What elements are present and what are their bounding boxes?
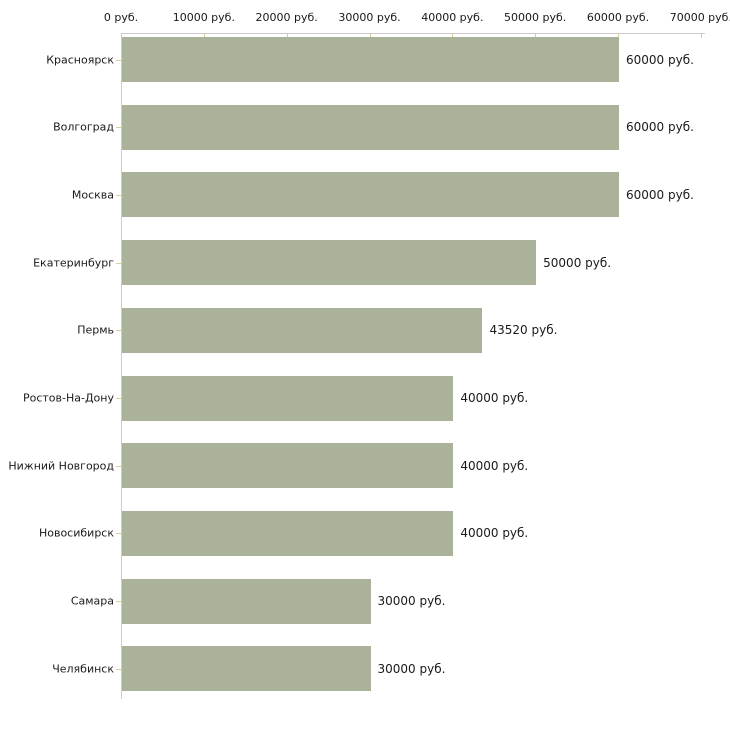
x-axis-tick xyxy=(203,33,205,38)
x-axis-tick xyxy=(369,33,371,38)
y-axis-tick xyxy=(116,194,121,196)
y-axis-tick xyxy=(116,601,121,603)
category-label: Челябинск xyxy=(52,662,114,676)
y-axis-tick xyxy=(116,398,121,399)
category-label: Красноярск xyxy=(46,53,114,66)
value-label: 40000 руб. xyxy=(460,458,529,473)
category-label: Нижний Новгород xyxy=(8,459,114,473)
bar xyxy=(122,104,619,150)
value-label: 40000 руб. xyxy=(460,391,529,405)
value-label: 43520 руб. xyxy=(489,323,558,338)
category-label: Ростов-На-Дону xyxy=(22,391,114,405)
x-axis-tick-label: 0 руб. xyxy=(103,11,139,24)
x-axis-tick xyxy=(700,33,702,38)
y-axis-tick xyxy=(116,533,121,535)
x-axis-line xyxy=(121,33,705,34)
x-axis-tick-label: 70000 руб. xyxy=(669,11,730,24)
value-label: 30000 руб. xyxy=(377,661,446,676)
y-axis-tick xyxy=(116,127,121,129)
category-label: Самара xyxy=(70,594,114,608)
value-label: 60000 руб. xyxy=(626,187,694,202)
x-axis-tick xyxy=(452,33,454,38)
bar xyxy=(122,443,454,489)
y-axis-tick xyxy=(116,330,121,332)
x-axis-tick-label: 20000 руб. xyxy=(255,11,318,24)
x-axis-tick xyxy=(618,33,619,38)
x-axis-tick-label: 30000 руб. xyxy=(338,11,401,24)
bar xyxy=(122,172,619,218)
value-label: 60000 руб. xyxy=(626,120,694,135)
y-axis-tick xyxy=(116,262,121,264)
value-label: 60000 руб. xyxy=(626,52,694,67)
category-label: Новосибирск xyxy=(38,526,114,540)
x-axis-tick-label: 40000 руб. xyxy=(421,11,484,24)
x-axis-tick xyxy=(286,33,288,38)
category-label: Волгоград xyxy=(53,120,114,134)
x-axis-tick-label: 10000 руб. xyxy=(172,11,235,24)
category-label: Пермь xyxy=(77,323,114,337)
value-label: 30000 руб. xyxy=(377,594,446,609)
x-axis-tick xyxy=(121,33,122,38)
category-label: Екатеринбург xyxy=(33,256,114,270)
value-label: 50000 руб. xyxy=(543,255,612,270)
y-axis-line xyxy=(121,33,122,700)
bar xyxy=(122,578,371,624)
bar xyxy=(122,375,454,421)
x-axis-tick-label: 50000 руб. xyxy=(504,11,567,24)
category-label: Москва xyxy=(71,188,114,202)
value-label: 40000 руб. xyxy=(460,526,529,541)
bar xyxy=(122,510,454,556)
y-axis-tick xyxy=(116,59,121,61)
y-axis-tick xyxy=(116,465,121,467)
bar xyxy=(122,307,483,353)
bar xyxy=(122,646,371,692)
x-axis-tick xyxy=(535,33,537,38)
y-axis-tick xyxy=(116,668,121,670)
x-axis-tick-label: 60000 руб. xyxy=(586,11,650,24)
bar xyxy=(122,240,537,286)
bar xyxy=(122,37,619,82)
